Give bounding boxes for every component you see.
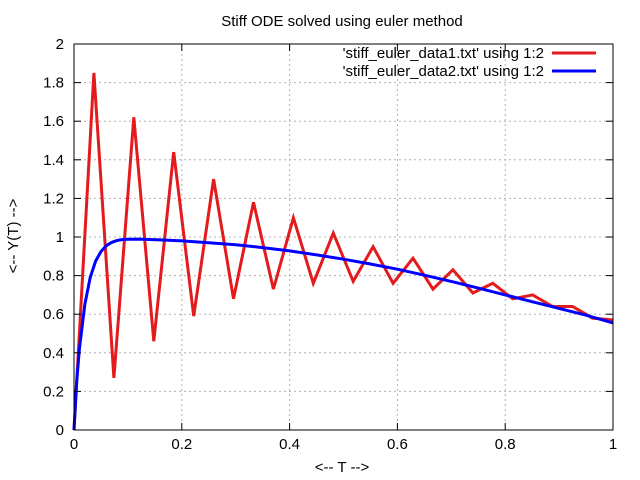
x-tick-label: 0.8 (495, 436, 516, 453)
x-tick-label: 1 (609, 436, 617, 453)
series-line-1 (72, 72, 614, 431)
y-tick-label: 0 (56, 422, 64, 439)
y-tick-label: 1.6 (43, 113, 64, 130)
x-tick-label: 0.4 (279, 436, 300, 453)
y-axis-label: <-- Y(T) --> (5, 198, 22, 273)
chart-title: Stiff ODE solved using euler method (221, 13, 463, 30)
y-tick-label: 1.2 (43, 190, 64, 207)
y-tick-label: 1.4 (43, 152, 64, 169)
series-line-2 (72, 237, 614, 431)
legend: 'stiff_euler_data1.txt' using 1:2'stiff_… (343, 45, 596, 80)
y-tick-label: 0.8 (43, 268, 64, 285)
series-lines (72, 72, 614, 431)
y-axis-ticks: 0 0.2 0.4 0.6 0.8 1 1.2 1.4 1.6 1.8 2 (43, 36, 613, 439)
legend-label-2: 'stiff_euler_data2.txt' using 1:2 (343, 63, 544, 80)
x-axis-ticks: 0 0.2 0.4 0.6 0.8 1 (70, 44, 617, 453)
legend-label-1: 'stiff_euler_data1.txt' using 1:2 (343, 45, 544, 62)
y-tick-label: 1 (56, 229, 64, 246)
grid (74, 44, 613, 430)
y-tick-label: 0.4 (43, 345, 64, 362)
y-tick-label: 2 (56, 36, 64, 53)
x-tick-label: 0 (70, 436, 78, 453)
y-tick-label: 1.8 (43, 75, 64, 92)
x-tick-label: 0.2 (171, 436, 192, 453)
x-tick-label: 0.6 (387, 436, 408, 453)
x-axis-label: <-- T --> (315, 459, 370, 476)
y-tick-label: 0.2 (43, 383, 64, 400)
y-tick-label: 0.6 (43, 306, 64, 323)
